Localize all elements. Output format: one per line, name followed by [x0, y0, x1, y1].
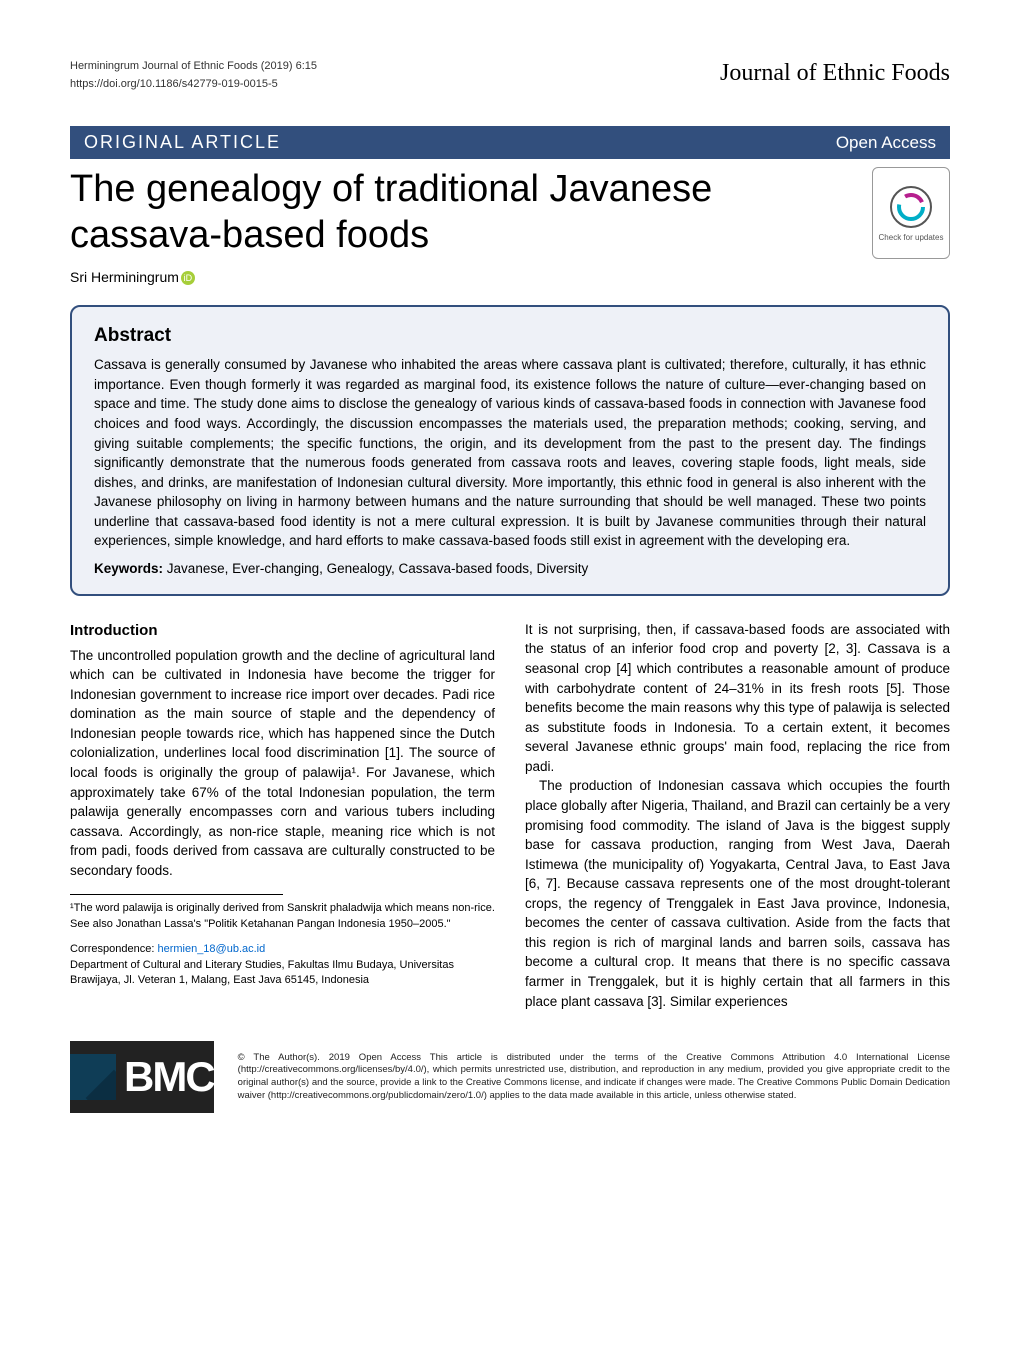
correspondence-block: Correspondence: hermien_18@ub.ac.id Depa…	[70, 942, 495, 988]
orcid-icon[interactable]: iD	[181, 271, 195, 285]
open-access-label: Open Access	[836, 133, 936, 153]
body-columns: Introduction The uncontrolled population…	[70, 620, 950, 1011]
article-type-bar: ORIGINAL ARTICLE Open Access	[70, 126, 950, 159]
check-updates-text: Check for updates	[879, 233, 944, 242]
header-row: Herminingrum Journal of Ethnic Foods (20…	[70, 60, 950, 96]
abstract-heading: Abstract	[94, 325, 926, 347]
left-column: Introduction The uncontrolled population…	[70, 620, 495, 1011]
header-left: Herminingrum Journal of Ethnic Foods (20…	[70, 60, 317, 96]
correspondence-label: Correspondence:	[70, 943, 154, 955]
publisher-logo-text: BMC	[124, 1053, 214, 1101]
abstract-box: Abstract Cassava is generally consumed b…	[70, 305, 950, 596]
license-text: © The Author(s). 2019 Open Access This a…	[238, 1052, 950, 1103]
intro-right-p1: It is not surprising, then, if cassava-b…	[525, 620, 950, 777]
footnote-text: ¹The word palawija is originally derived…	[70, 901, 495, 932]
page-container: Herminingrum Journal of Ethnic Foods (20…	[0, 0, 1020, 1153]
crossmark-icon	[889, 185, 933, 229]
footer-row: BMC © The Author(s). 2019 Open Access Th…	[70, 1041, 950, 1113]
abstract-body: Cassava is generally consumed by Javanes…	[94, 355, 926, 551]
keywords-line: Keywords: Javanese, Ever-changing, Genea…	[94, 561, 926, 576]
right-column: It is not surprising, then, if cassava-b…	[525, 620, 950, 1011]
footnote-separator	[70, 894, 283, 895]
intro-right-p2: The production of Indonesian cassava whi…	[525, 776, 950, 1011]
article-title: The genealogy of traditional Javanese ca…	[70, 167, 852, 258]
publisher-logo: BMC	[70, 1041, 214, 1113]
intro-left-p1: The uncontrolled population growth and t…	[70, 646, 495, 881]
correspondence-affiliation: Department of Cultural and Literary Stud…	[70, 959, 454, 986]
keywords-label: Keywords:	[94, 561, 163, 576]
author-line: Sri HerminingrumiD	[70, 269, 950, 285]
author-name: Sri Herminingrum	[70, 269, 179, 285]
intro-heading: Introduction	[70, 620, 495, 642]
bmc-square-icon	[70, 1054, 116, 1100]
check-updates-badge[interactable]: Check for updates	[872, 167, 950, 259]
citation-line: Herminingrum Journal of Ethnic Foods (20…	[70, 60, 317, 72]
keywords-text: Javanese, Ever-changing, Genealogy, Cass…	[167, 561, 588, 576]
correspondence-email[interactable]: hermien_18@ub.ac.id	[157, 943, 265, 955]
article-type-label: ORIGINAL ARTICLE	[84, 132, 281, 153]
doi-line: https://doi.org/10.1186/s42779-019-0015-…	[70, 78, 317, 90]
journal-name: Journal of Ethnic Foods	[720, 60, 950, 87]
title-row: The genealogy of traditional Javanese ca…	[70, 167, 950, 259]
